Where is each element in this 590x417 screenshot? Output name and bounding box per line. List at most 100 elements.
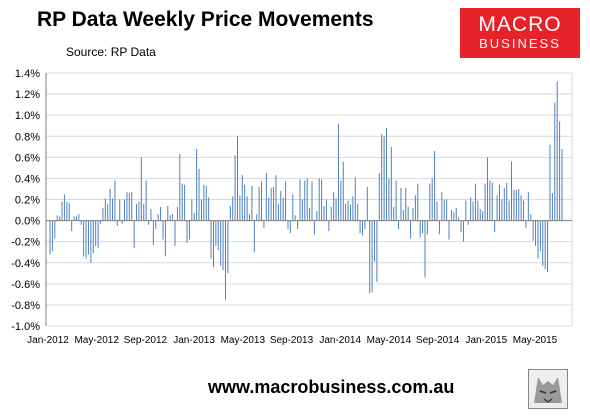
bar [402, 210, 404, 221]
bar [275, 175, 277, 221]
bar [131, 192, 133, 221]
bar [535, 220, 537, 246]
bar [71, 220, 73, 232]
bar [87, 220, 89, 255]
bar [104, 198, 106, 221]
bar [121, 220, 123, 224]
bar [434, 151, 436, 221]
bar [92, 220, 94, 254]
bar [359, 220, 361, 234]
bar [330, 206, 332, 221]
bar [215, 220, 217, 246]
bar [383, 136, 385, 221]
bar [186, 220, 188, 243]
x-tick-labels: Jan-2012 May-2012 Sep-2012 Jan-2013 May-2013… [27, 335, 558, 346]
bar [299, 179, 301, 221]
y-tick-label: -0.2% [11, 237, 40, 249]
bar [424, 220, 426, 278]
bar [486, 157, 488, 221]
bar [268, 197, 270, 221]
macro-business-logo[interactable]: MACRO BUSINESS [460, 8, 580, 58]
bar [169, 215, 171, 221]
bar [559, 121, 561, 221]
bar [59, 216, 61, 221]
bar [140, 157, 142, 221]
bar [474, 183, 476, 221]
bar [328, 220, 330, 232]
bar [412, 207, 414, 221]
bar [494, 220, 496, 233]
bar [263, 220, 265, 228]
bar [381, 134, 383, 221]
bar [246, 196, 248, 221]
bar [160, 206, 162, 221]
bar [527, 192, 529, 221]
bar [489, 180, 491, 221]
bar [491, 182, 493, 221]
bar [128, 193, 130, 221]
bar [90, 220, 92, 263]
bar [520, 195, 522, 221]
footer-url[interactable]: www.macrobusiness.com.au [208, 377, 455, 397]
y-tick-label: 0.0% [15, 216, 40, 228]
y-tick-label: -1.0% [11, 321, 40, 333]
bar [239, 195, 241, 221]
bar [357, 203, 359, 221]
x-tick-label: Jan-2013 [173, 335, 215, 346]
bar [270, 187, 272, 221]
x-tick-label: Sep-2013 [270, 335, 314, 346]
bar [208, 197, 210, 221]
bar [532, 220, 534, 241]
y-tick-label: 0.8% [15, 131, 40, 143]
bar [229, 205, 231, 221]
bar [542, 220, 544, 266]
bar [179, 154, 181, 221]
bar [143, 203, 145, 221]
bar [410, 220, 412, 239]
bar [499, 184, 500, 221]
bar [340, 180, 342, 221]
bar [508, 200, 510, 221]
bar [224, 220, 226, 300]
bar [251, 185, 253, 221]
bar [544, 220, 546, 270]
bar [157, 214, 159, 221]
bar [107, 203, 109, 221]
y-tick-label: 1.2% [15, 89, 40, 101]
bar [496, 195, 498, 221]
bar [49, 220, 51, 255]
bar [164, 220, 166, 257]
x-tick-label: Jan-2012 [27, 335, 69, 346]
bar [450, 210, 452, 221]
bar [301, 199, 303, 221]
bar [378, 173, 380, 221]
y-tick-label: -0.8% [11, 300, 40, 312]
bar [388, 178, 390, 221]
x-tick-label: Jan-2015 [465, 335, 507, 346]
x-tick-label: May-2014 [367, 335, 412, 346]
bar [335, 198, 337, 221]
bar [325, 199, 327, 221]
bar [56, 215, 58, 221]
bar [265, 173, 267, 221]
bar [438, 220, 440, 235]
bar [119, 199, 121, 221]
bar [422, 220, 424, 234]
bar [414, 195, 416, 221]
bar [460, 220, 462, 233]
bar [124, 199, 126, 221]
logo-line2: BUSINESS [479, 36, 561, 51]
bar [465, 200, 467, 221]
bar [400, 187, 402, 221]
bar [417, 183, 419, 221]
y-tick-label: 1.0% [15, 110, 40, 122]
bar [551, 193, 553, 221]
bar [446, 199, 448, 221]
bar [66, 201, 68, 221]
bar [227, 220, 229, 274]
bar [407, 206, 409, 221]
bar [511, 161, 513, 221]
bar [68, 202, 70, 221]
bar [196, 148, 198, 221]
bar [484, 183, 486, 221]
